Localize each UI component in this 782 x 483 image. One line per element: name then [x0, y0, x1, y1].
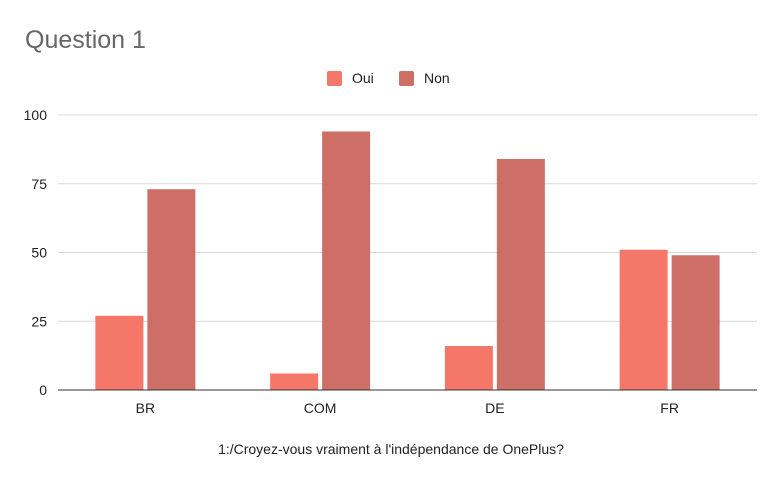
x-tick-label: COM [304, 400, 337, 416]
legend-swatch-non [399, 70, 414, 86]
bar-oui-br [95, 315, 144, 390]
bar-oui-de [444, 346, 493, 390]
legend-swatch-oui [327, 70, 342, 86]
bar-oui-fr [619, 249, 668, 390]
y-tick-label: 100 [24, 107, 48, 123]
legend-label-non: Non [424, 70, 450, 86]
x-tick-label: BR [136, 400, 155, 416]
x-axis-title: 1:/Croyez-vous vraiment à l'indépendance… [218, 441, 564, 457]
legend-label-oui: Oui [352, 70, 374, 86]
bar-non-fr [671, 255, 720, 390]
legend-item-non[interactable]: Non [399, 70, 450, 86]
x-tick-label: FR [660, 400, 679, 416]
bar-non-com [322, 131, 371, 390]
bar-oui-com [270, 373, 319, 390]
bar-non-br [147, 189, 196, 390]
chart-title: Question 1 [25, 26, 146, 54]
y-tick-label: 25 [31, 313, 47, 329]
y-tick-label: 0 [39, 382, 47, 398]
x-tick-label: DE [485, 400, 504, 416]
bar-non-de [496, 159, 545, 390]
y-tick-label: 75 [31, 176, 47, 192]
legend: Oui Non [0, 70, 782, 90]
y-tick-label: 50 [31, 245, 47, 261]
legend-item-oui[interactable]: Oui [327, 70, 374, 86]
